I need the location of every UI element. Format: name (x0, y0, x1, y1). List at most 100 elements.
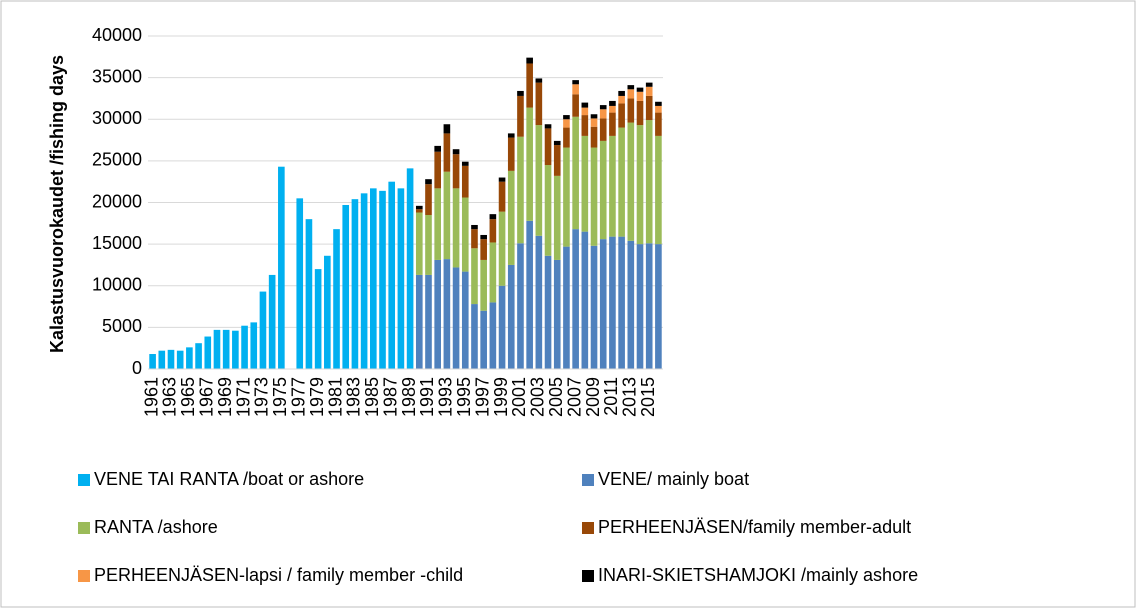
x-tick-label: 2005 (546, 377, 566, 417)
bar-segment (415, 274, 423, 369)
bar-segment (553, 140, 561, 146)
bar-segment (581, 135, 589, 232)
x-tick-label: 1981 (325, 377, 345, 417)
bar-segment (581, 231, 589, 369)
bar-segment (434, 145, 441, 152)
bar-segment (461, 161, 469, 166)
bar-segment (452, 267, 460, 369)
bar-segment (563, 147, 570, 247)
bar-segment (627, 89, 635, 99)
bar-segment (415, 205, 423, 210)
y-tick-label: 0 (132, 358, 142, 378)
bar-segment (195, 343, 202, 369)
bar-segment (609, 112, 616, 136)
bar-segment (544, 255, 552, 369)
bar-segment (425, 214, 432, 275)
y-tick-label: 25000 (92, 150, 142, 170)
bar-segment (655, 101, 662, 106)
bar-segment (581, 102, 589, 108)
bar-segment (526, 57, 533, 64)
y-tick-label: 10000 (92, 275, 142, 295)
x-tick-label: 2015 (638, 377, 658, 417)
bar-segment (443, 133, 451, 172)
bar-segment (324, 255, 331, 369)
bar-segment (599, 118, 607, 141)
bar-segment (581, 115, 589, 136)
bar-segment (434, 259, 441, 369)
bar-segment (480, 234, 487, 240)
x-tick-label: 1975 (270, 377, 290, 417)
bar-segment (415, 212, 423, 275)
bar-segment (590, 245, 598, 369)
bar-segment (507, 137, 515, 171)
bar-segment (526, 63, 533, 108)
bar-segment (553, 145, 561, 176)
bar-segment (498, 177, 506, 182)
x-tick-label: 1993 (436, 377, 456, 417)
bar-segment (572, 94, 579, 117)
bar-segment (618, 103, 625, 128)
bar-segment (517, 136, 524, 244)
bar-segment (544, 165, 552, 256)
legend-swatch (78, 474, 90, 486)
bar-segment (590, 147, 598, 246)
bar-segment (370, 188, 377, 369)
y-tick-label: 15000 (92, 233, 142, 253)
bar-segment (489, 214, 497, 220)
bar-segment (507, 264, 515, 369)
legend-swatch (582, 570, 594, 582)
bar-segment (471, 304, 478, 369)
bar-segment (636, 91, 644, 101)
bar-segment (544, 124, 552, 129)
y-tick-label: 20000 (92, 191, 142, 211)
bar-segment (645, 120, 653, 244)
bar-segment (535, 235, 543, 369)
bar-segment (599, 105, 607, 110)
y-tick-label: 40000 (92, 25, 142, 45)
bar-segment (581, 107, 589, 116)
bar-segment (268, 274, 276, 369)
x-tick-label: 1969 (215, 377, 235, 417)
x-tick-label: 2011 (601, 377, 621, 416)
bar-segment (636, 87, 644, 92)
bar-segment (609, 100, 616, 106)
bar-segment (535, 82, 543, 126)
bar-segment (636, 100, 644, 126)
bar-segment (149, 354, 156, 369)
bar-segment (480, 239, 487, 260)
bar-segment (535, 125, 543, 236)
bar-segment (333, 229, 340, 369)
bar-segment (507, 133, 515, 138)
legend-label: RANTA /ashore (94, 517, 218, 537)
legend-swatch (78, 570, 90, 582)
bar-segment (636, 125, 644, 245)
bar-segment (618, 90, 625, 96)
x-tick-label: 1991 (417, 377, 437, 417)
bar-segment (526, 220, 533, 369)
legend-swatch (582, 522, 594, 534)
x-tick-label: 1997 (472, 377, 492, 417)
bar-segment (645, 243, 653, 369)
bar-segment (526, 107, 533, 221)
x-tick-label: 1963 (160, 377, 180, 417)
bar-segment (563, 127, 570, 148)
bar-segment (443, 171, 451, 260)
bar-segment (609, 236, 616, 369)
bar-segment (489, 242, 497, 303)
bar-segment (314, 269, 322, 369)
bar-segment (434, 188, 441, 260)
legend-label: VENE TAI RANTA /boat or ashore (94, 469, 364, 489)
y-tick-label: 5000 (102, 316, 142, 336)
x-tick-label: 2013 (620, 377, 640, 417)
bar-segment (461, 165, 469, 198)
bar-segment (498, 211, 506, 286)
x-tick-label: 1961 (141, 377, 161, 417)
bar-segment (572, 229, 579, 369)
bar-segment (553, 175, 561, 260)
bar-segment (351, 199, 359, 369)
bar-segment (471, 248, 478, 305)
bar-segment (360, 193, 368, 369)
bar-segment (590, 118, 598, 127)
bar-segment (406, 168, 414, 369)
